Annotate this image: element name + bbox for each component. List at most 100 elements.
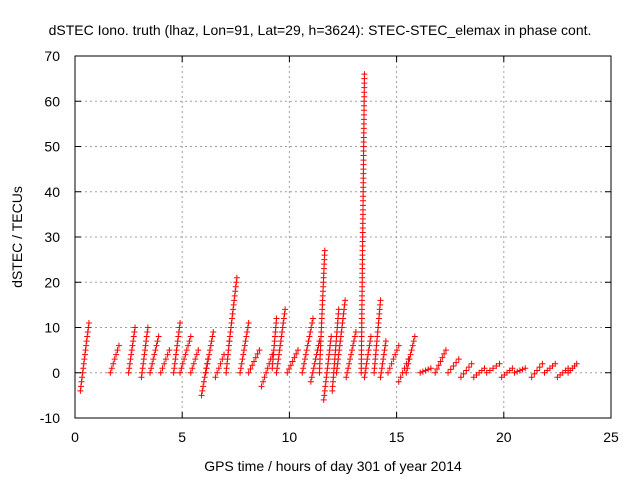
data-point (227, 324, 234, 331)
data-point (83, 342, 90, 349)
data-point (171, 360, 178, 367)
data-arc (202, 329, 217, 376)
data-point (552, 360, 559, 367)
data-point (143, 333, 150, 340)
data-arc (403, 333, 418, 376)
data-arc (223, 338, 233, 376)
data-point (450, 362, 457, 369)
data-point (514, 368, 521, 375)
data-point (231, 292, 238, 299)
data-point (321, 247, 328, 254)
data-point (303, 347, 310, 354)
data-point (227, 329, 234, 336)
data-point (361, 71, 368, 78)
data-point (468, 360, 475, 367)
data-point (166, 347, 173, 354)
data-point (174, 342, 181, 349)
data-point (181, 356, 188, 363)
data-point (149, 360, 156, 367)
data-point (382, 338, 389, 345)
data-point (534, 367, 541, 374)
data-point (442, 347, 449, 354)
data-point (465, 364, 472, 371)
data-arc (125, 324, 139, 376)
data-point (509, 365, 516, 372)
data-point (362, 369, 369, 376)
data-point (171, 365, 178, 372)
data-point (231, 297, 238, 304)
data-point (108, 365, 115, 372)
data-point (481, 365, 488, 372)
data-point (435, 362, 442, 369)
data-point (83, 338, 90, 345)
data-point (276, 347, 283, 354)
data-point (131, 329, 138, 336)
data-point (366, 342, 373, 349)
data-point (82, 347, 89, 354)
data-point (344, 369, 351, 376)
data-point (187, 333, 194, 340)
data-point (342, 297, 349, 304)
data-point (210, 329, 217, 336)
data-point (230, 306, 237, 313)
data-point (190, 360, 197, 367)
data-arc (333, 297, 349, 376)
data-point (299, 369, 306, 376)
data-point (308, 374, 315, 381)
data-point (341, 306, 348, 313)
data-arc (528, 360, 546, 381)
data-point (226, 333, 233, 340)
data-point (150, 356, 157, 363)
data-point (258, 383, 265, 390)
data-point (286, 365, 293, 372)
data-point (277, 342, 284, 349)
data-point (175, 329, 182, 336)
data-point (232, 288, 239, 295)
chart-title: dSTEC Iono. truth (lhaz, Lon=91, Lat=29,… (49, 22, 592, 38)
data-point (325, 356, 332, 363)
data-point (539, 360, 546, 367)
data-point (173, 347, 180, 354)
data-point (338, 324, 345, 331)
data-point (377, 374, 384, 381)
data-point (185, 342, 192, 349)
data-point (365, 347, 372, 354)
data-arc (320, 333, 335, 403)
data-point (172, 356, 179, 363)
data-point (277, 338, 284, 345)
data-point (496, 360, 503, 367)
data-point (441, 350, 448, 357)
data-point (278, 333, 285, 340)
data-point (302, 351, 309, 358)
data-arc (470, 365, 488, 381)
data-point (151, 351, 158, 358)
data-point (279, 329, 286, 336)
data-point (261, 374, 268, 381)
data-point (425, 366, 432, 373)
data-arc (371, 297, 384, 376)
data-point (422, 367, 429, 374)
data-point (519, 366, 526, 373)
data-point (200, 383, 207, 390)
data-point (209, 333, 216, 340)
data-point (140, 356, 147, 363)
data-point (407, 351, 414, 358)
data-point (174, 338, 181, 345)
data-point (130, 333, 137, 340)
data-point (147, 369, 154, 376)
data-point (152, 347, 159, 354)
data-point (284, 369, 291, 376)
data-point (381, 347, 388, 354)
data-point (114, 347, 121, 354)
data-point (334, 365, 341, 372)
data-point (404, 365, 411, 372)
data-point (239, 356, 246, 363)
data-point (157, 369, 164, 376)
data-point (309, 315, 316, 322)
data-point (175, 333, 182, 340)
data-point (382, 342, 389, 349)
data-point (177, 319, 184, 326)
data-arc (245, 347, 263, 376)
data-point (340, 310, 347, 317)
data-point (107, 369, 114, 376)
